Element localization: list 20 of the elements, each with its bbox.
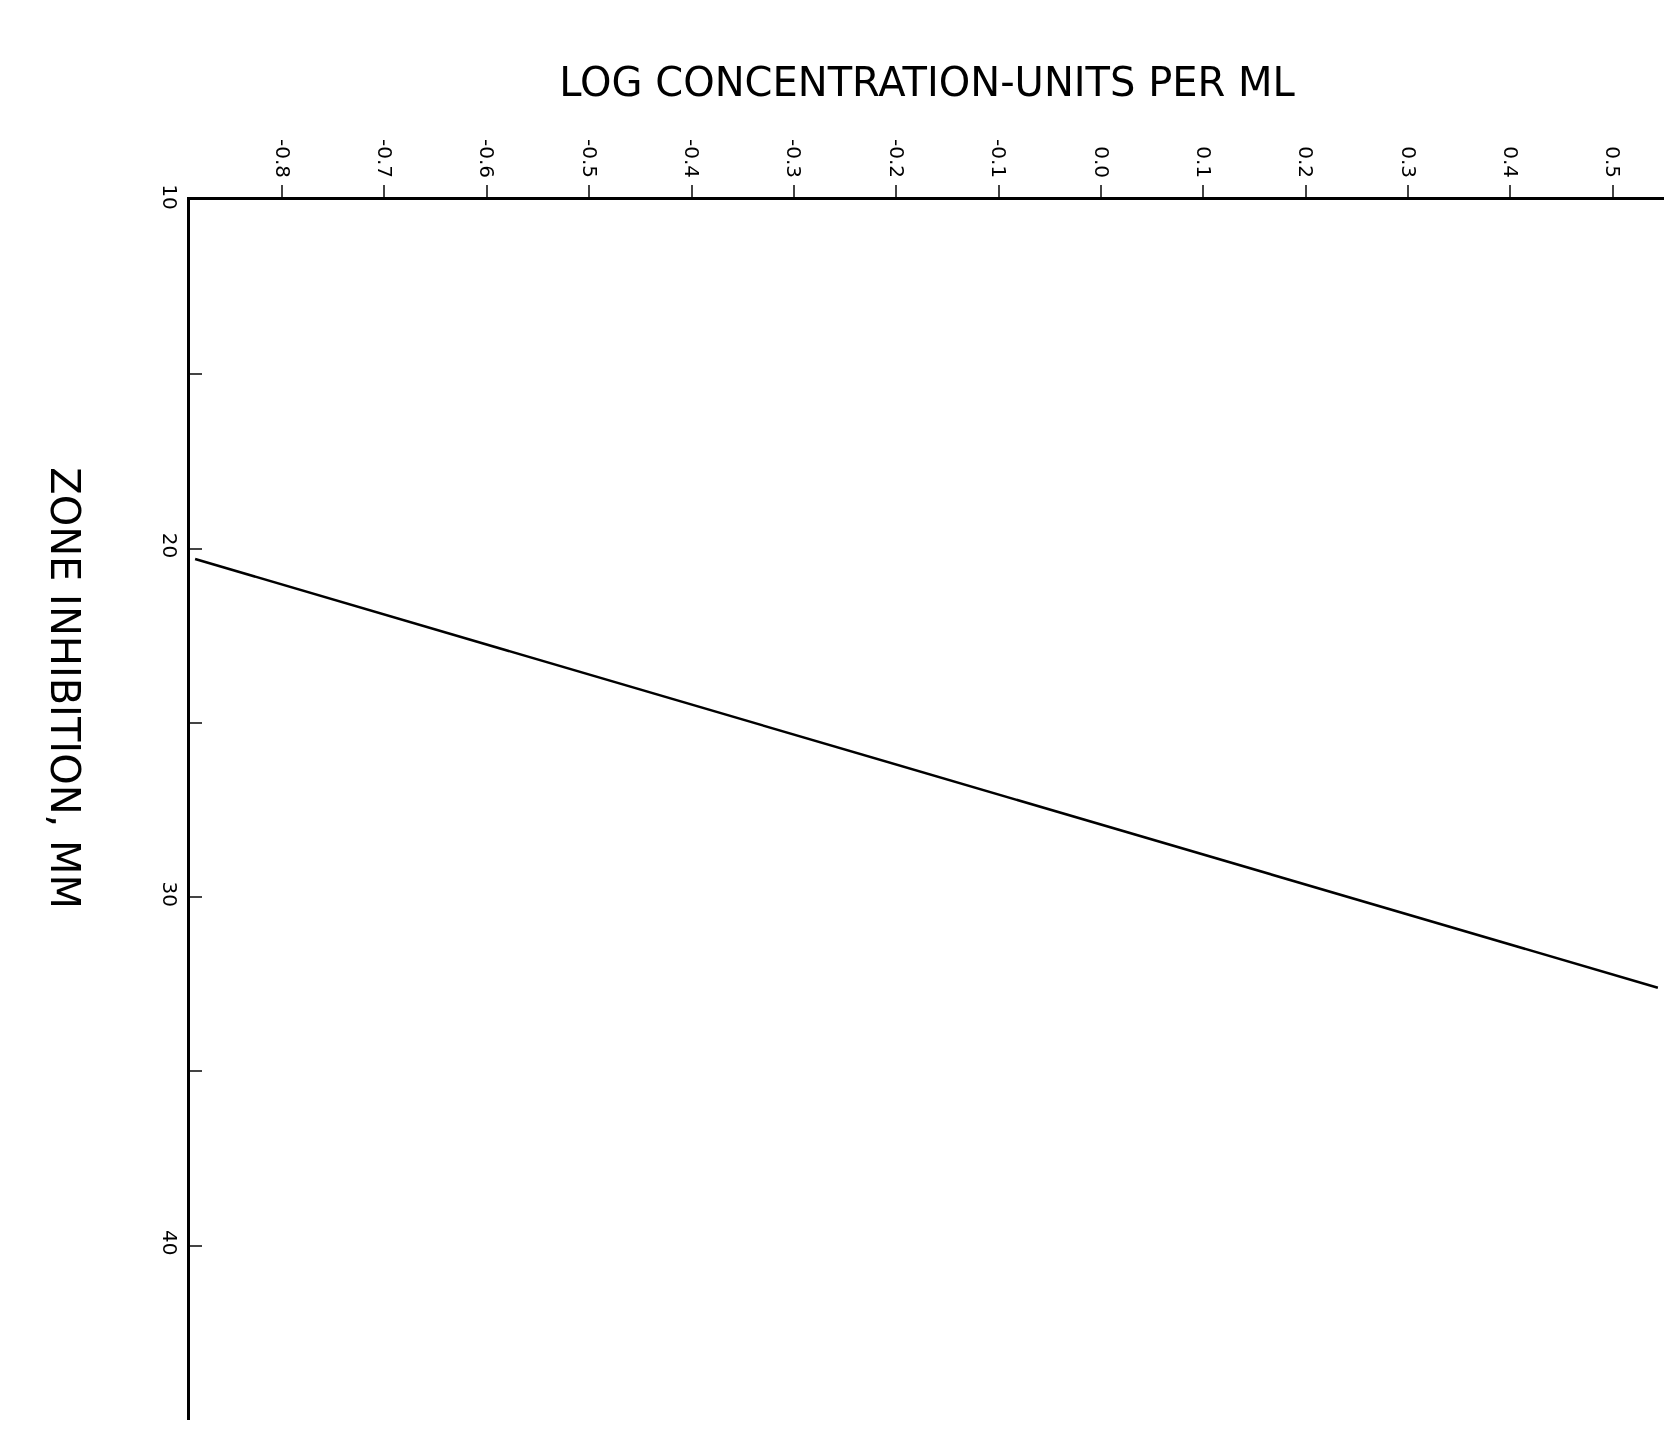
x-tick-label: -0.2 (884, 138, 909, 178)
x-tick-label: -0.6 (475, 138, 500, 178)
x-tick-label: -0.4 (680, 138, 705, 178)
x-axis-title: LOG CONCENTRATION-UNITS PER ML (559, 59, 1296, 106)
x-tick-label: 0.0 (1089, 146, 1114, 178)
x-tick-label: -0.5 (577, 138, 602, 178)
y-tick-label: 10 (158, 184, 182, 210)
x-tick-label: 0.3 (1396, 146, 1421, 178)
y-axis-title: ZONE INHIBITION, MM (41, 467, 88, 910)
x-tick-label: -0.8 (270, 138, 295, 178)
y-tick-label: 40 (158, 1229, 182, 1256)
y-tick-label: 30 (158, 881, 182, 907)
x-tick-label: 0.5 (1601, 146, 1626, 178)
x-tick-label: 0.2 (1294, 146, 1319, 178)
x-tick-label: 0.1 (1191, 146, 1216, 178)
y-tick-label: 20 (158, 532, 182, 559)
x-tick-label: 0.4 (1498, 146, 1523, 178)
x-tick-label: -0.3 (782, 138, 807, 178)
x-tick-label: -0.1 (987, 138, 1012, 178)
x-tick-label: -0.7 (372, 138, 397, 178)
